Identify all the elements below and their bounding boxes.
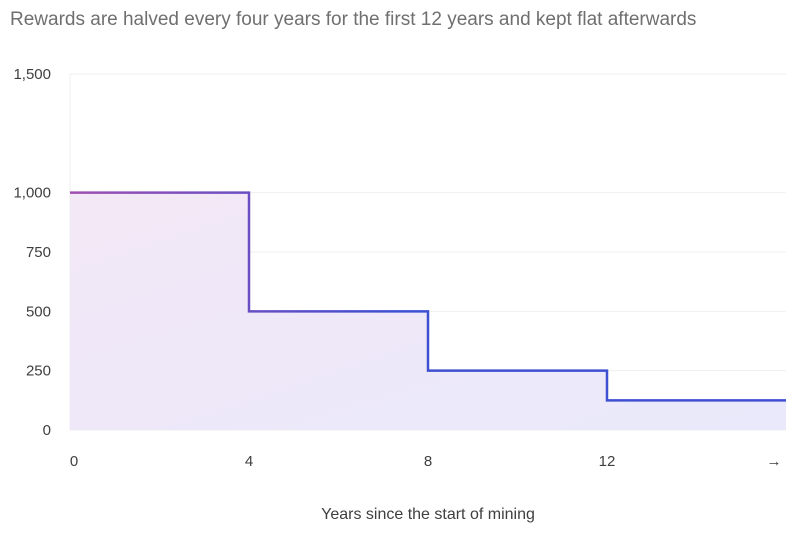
series-line (70, 191, 786, 402)
x-tick-label: 4 (245, 453, 253, 470)
x-tick-label: → (767, 453, 782, 470)
x-axis-label: Years since the start of mining (321, 506, 535, 523)
x-tick-label: 8 (424, 453, 432, 470)
x-tick-label: 12 (599, 453, 616, 470)
x-axis: 0 4 8 12 → (70, 453, 782, 470)
y-tick-label: 0 (43, 422, 51, 439)
x-tick-label: 0 (70, 453, 78, 470)
chart-subtitle: Rewards are halved every four years for … (10, 9, 697, 30)
y-tick-label: 1,000 (13, 185, 51, 202)
y-axis: 0 250 500 750 1,000 1,500 (13, 66, 51, 439)
y-tick-label: 250 (26, 363, 51, 380)
y-tick-label: 750 (26, 244, 51, 261)
y-tick-label: 1,500 (13, 66, 51, 83)
y-tick-label: 500 (26, 303, 51, 320)
plot-area (70, 191, 786, 430)
